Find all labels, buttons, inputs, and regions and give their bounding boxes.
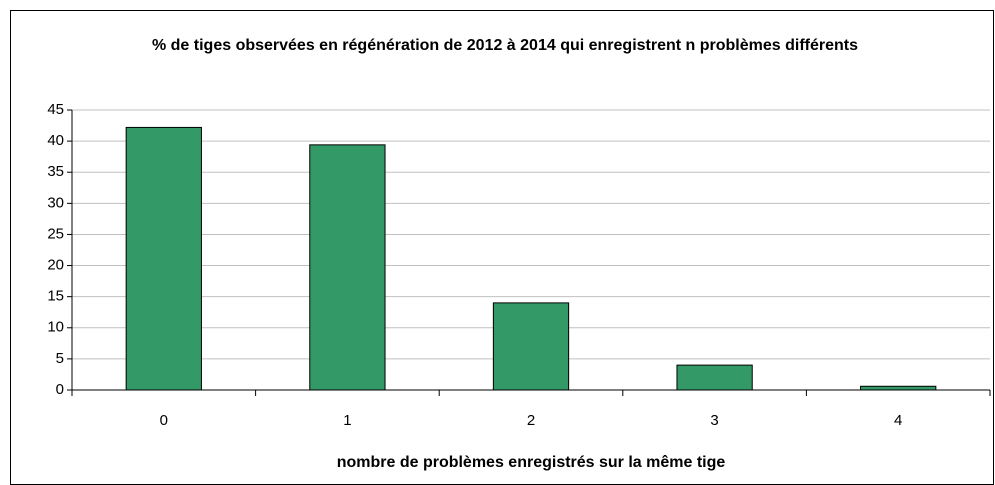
chart-title: % de tiges observées en régénération de … — [151, 37, 859, 54]
y-tick-label: 35 — [47, 163, 64, 180]
y-tick-label: 40 — [47, 132, 64, 149]
y-tick-label: 20 — [47, 257, 64, 274]
x-axis-label: nombre de problèmes enregistrés sur la m… — [337, 454, 726, 471]
x-tick-label: 3 — [710, 412, 718, 429]
bar — [860, 385, 937, 391]
bar — [492, 302, 570, 391]
y-tick-label: 15 — [47, 288, 64, 305]
y-tick-label: 25 — [47, 225, 64, 242]
x-tick-label: 4 — [894, 412, 902, 429]
bar — [309, 144, 386, 391]
x-tick-label: 0 — [160, 412, 168, 429]
x-tick-label: 2 — [527, 412, 535, 429]
bar — [676, 364, 753, 391]
y-tick-label: 5 — [56, 350, 64, 367]
y-tick-label: 0 — [56, 381, 64, 398]
y-tick-label: 30 — [47, 194, 64, 211]
y-tick-label: 45 — [47, 101, 64, 118]
x-tick-label: 1 — [343, 412, 351, 429]
bar — [125, 126, 202, 391]
y-tick-label: 10 — [47, 319, 64, 336]
